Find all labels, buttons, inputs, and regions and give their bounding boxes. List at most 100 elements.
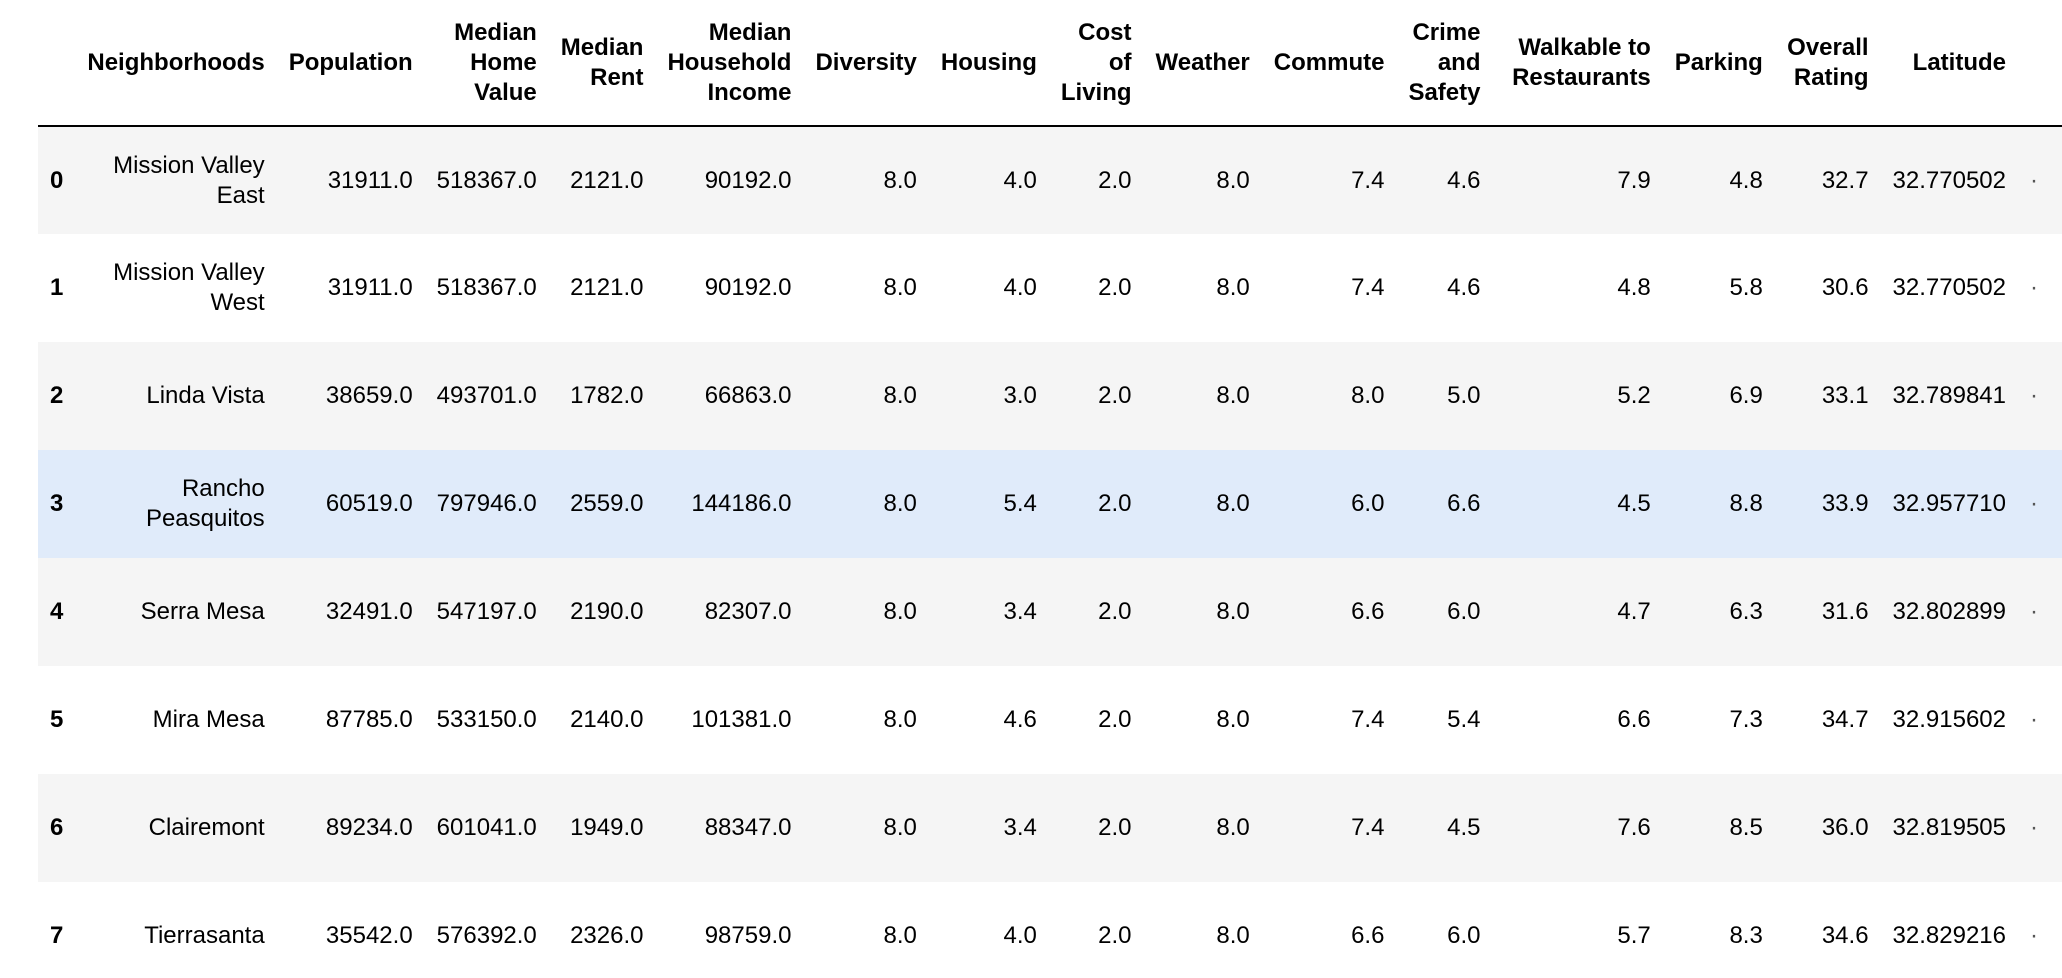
table-cell: 4.8 [1729,166,1763,194]
table-cell: 4.0 [1003,274,1037,301]
table-cell: 6.6 [1447,490,1481,517]
column-header: Neighborhoods [75,0,277,127]
table-cell: 5.4 [1003,490,1037,517]
table-cell: 6.3 [1729,598,1763,625]
column-header: Crime and Safety [1396,0,1493,127]
table-cell: 8.0 [1216,382,1250,409]
table-cell: 2.0 [1098,706,1132,733]
table-row[interactable]: 3 Rancho Peasquitos 60519.0 797946.0 2559.0 1… [38,450,2062,558]
table-row[interactable]: 2 Linda Vista 38659.0 493701.0 1782.0 66863.0… [38,342,2062,450]
clipped-cell: · [2030,166,2038,194]
table-cell: 4.5 [1617,490,1651,517]
table-cell: 2326.0 [570,922,644,949]
clipped-cell: · [2030,598,2038,625]
table-cell: Serra Mesa [140,598,265,625]
dataframe-table: Neighborhoods Population Median Home Value… [38,0,2062,978]
table-cell: 493701.0 [436,382,537,409]
table-cell: 35542.0 [325,922,413,949]
column-header: Median Home Value [424,0,549,127]
table-cell: 6.0 [1447,922,1481,949]
table-cell: 6.6 [1351,598,1385,625]
table-cell: 8.8 [1729,490,1763,517]
table-cell: 5.8 [1729,274,1763,301]
clipped-column-header [2018,0,2062,127]
table-cell: Rancho Peasquitos [145,475,265,532]
table-cell: Mira Mesa [152,706,265,733]
table-cell: 32.770502 [1892,274,2006,301]
table-cell: 4.0 [1003,922,1037,949]
table-cell: Linda Vista [146,382,265,409]
table-cell: 8.0 [883,274,917,301]
column-header: Median Rent [548,0,656,127]
clipped-cell: · [2030,706,2038,733]
table-cell: 32.829216 [1892,922,2006,949]
table-cell: 89234.0 [325,814,413,841]
row-index: 2 [50,382,64,409]
table-cell: 547197.0 [436,598,537,625]
table-cell: 144186.0 [691,490,792,517]
table-cell: 5.0 [1447,382,1481,409]
table-cell: Mission Valley East [113,151,265,209]
table-cell: 2.0 [1098,922,1132,949]
table-cell: 33.1 [1821,382,1869,409]
table-cell: 8.0 [883,166,917,194]
column-header: Commute [1261,0,1397,127]
table-cell: 36.0 [1821,814,1869,841]
row-index: 6 [50,814,64,841]
table-cell: 30.6 [1821,274,1869,301]
table-cell: 8.0 [883,490,917,517]
table-cell: 4.6 [1003,706,1037,733]
table-row[interactable]: 1 Mission Valley West 31911.0 518367.0 2121.… [38,234,2062,342]
table-cell: 4.7 [1617,598,1651,625]
table-cell: 8.0 [1216,274,1250,301]
table-row[interactable]: 5 Mira Mesa 87785.0 533150.0 2140.0 101381.0 8… [38,666,2062,774]
table-cell: 101381.0 [691,706,792,733]
table-row[interactable]: 0 Mission Valley East 31911.0 518367.0 2121.… [38,126,2062,234]
table-cell: 8.0 [883,814,917,841]
column-header: Weather [1143,0,1262,127]
table-header: Neighborhoods Population Median Home Value… [38,0,2062,127]
table-cell: 8.0 [1216,706,1250,733]
table-cell: 7.3 [1729,706,1763,733]
table-cell: 31911.0 [327,166,413,194]
table-row[interactable]: 4 Serra Mesa 32491.0 547197.0 2190.0 82307.0 8… [38,558,2062,666]
column-header: Housing [928,0,1049,127]
table-cell: 32.7 [1821,166,1869,194]
table-cell: 2190.0 [570,598,644,625]
table-cell: 533150.0 [436,706,537,733]
table-cell: 7.4 [1351,274,1385,301]
header-row: Neighborhoods Population Median Home Value… [38,0,2062,127]
table-cell: 518367.0 [436,274,537,301]
table-cell: 90192.0 [704,166,792,194]
table-cell: 2.0 [1098,814,1132,841]
table-cell: 34.7 [1821,706,1869,733]
table-cell: 2.0 [1098,490,1132,517]
table-cell: 8.0 [1216,598,1250,625]
table-cell: 797946.0 [436,490,537,517]
table-cell: 8.5 [1729,814,1763,841]
table-cell: 38659.0 [325,382,413,409]
index-header [38,0,76,127]
table-cell: 2.0 [1098,274,1132,301]
table-cell: 31.6 [1821,598,1869,625]
dataframe-scroll-area[interactable]: Neighborhoods Population Median Home Value… [38,0,2062,978]
table-cell: 576392.0 [436,922,537,949]
row-index: 4 [50,598,64,625]
table-cell: 8.0 [1216,490,1250,517]
table-cell: 4.5 [1447,814,1481,841]
clipped-cell: · [2030,274,2038,301]
table-cell: 3.0 [1003,382,1037,409]
row-index: 5 [50,706,64,733]
table-cell: 32.957710 [1892,490,2006,517]
column-header: Parking [1662,0,1775,127]
table-cell: Mission Valley West [113,259,265,316]
table-cell: 6.9 [1729,382,1763,409]
table-cell: 601041.0 [436,814,537,841]
table-cell: 4.6 [1447,274,1481,301]
table-row[interactable]: 7 Tierrasanta 35542.0 576392.0 2326.0 98759.0… [38,882,2062,978]
table-row[interactable]: 6 Clairemont 89234.0 601041.0 1949.0 88347.0 8… [38,774,2062,882]
table-cell: 8.0 [1216,922,1250,949]
table-cell: 4.6 [1447,166,1481,194]
table-cell: 2.0 [1098,166,1132,194]
table-cell: 8.0 [883,706,917,733]
